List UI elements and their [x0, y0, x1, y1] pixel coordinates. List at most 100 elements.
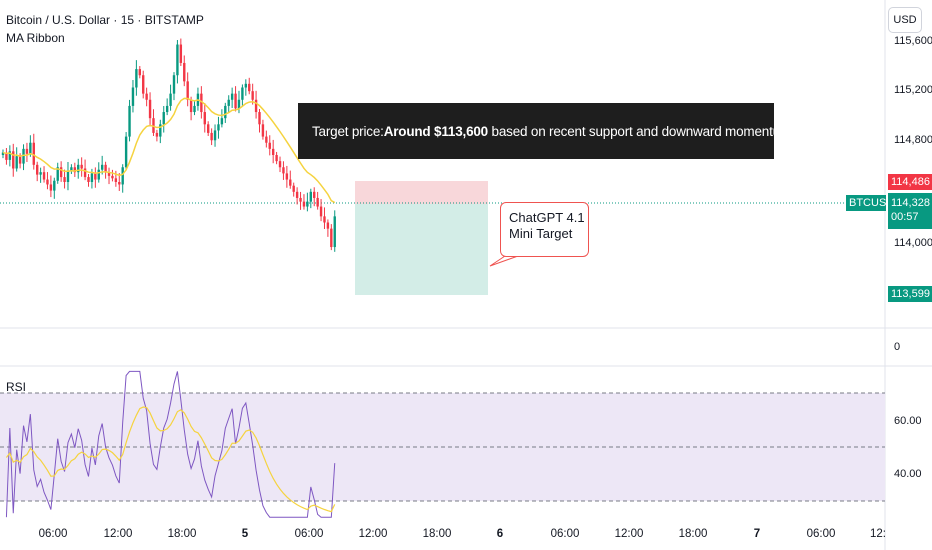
candle-body: [217, 124, 220, 131]
time-label: 7: [753, 528, 761, 540]
candle-body: [39, 172, 42, 175]
currency-button[interactable]: USD: [888, 7, 922, 33]
price-label: 114,800: [894, 134, 932, 146]
candle-body: [261, 124, 265, 137]
rsi-label[interactable]: RSI: [6, 380, 27, 394]
candle-body: [36, 164, 39, 175]
candle-body: [162, 112, 165, 125]
candle-body: [179, 44, 183, 63]
candle-body: [254, 99, 258, 113]
candle-body: [131, 87, 135, 106]
rsi-axis-label: 40.00: [894, 468, 922, 480]
candle-body: [77, 164, 80, 173]
candle-body: [111, 175, 114, 179]
candlestick-series: [1, 38, 336, 252]
candle-body: [258, 112, 261, 125]
candle-body: [268, 142, 271, 149]
time-label: 5: [241, 528, 249, 540]
candle-body: [227, 99, 230, 106]
time-label: 06:00: [806, 528, 836, 540]
candle-body: [59, 167, 63, 178]
target-callout[interactable]: ChatGPT 4.1 Mini Target: [500, 202, 589, 257]
candle-body: [18, 156, 22, 164]
candle-body: [207, 124, 210, 133]
candle-body: [306, 201, 309, 207]
target-price-annotation[interactable]: Target price: Around $113,600 based on r…: [298, 103, 795, 159]
candle-body: [159, 124, 162, 137]
candle-body: [142, 75, 145, 94]
time-label: 18:00: [678, 528, 708, 540]
time-label: 12:00: [103, 528, 133, 540]
candle-body: [224, 105, 227, 119]
callout-line-2: Mini Target: [509, 226, 573, 241]
candle-body: [15, 156, 18, 169]
candle-body: [295, 191, 299, 198]
candle-body: [313, 191, 316, 198]
candle-body: [333, 216, 336, 248]
rsi-line: [5, 370, 336, 518]
candle-body: [29, 142, 32, 154]
time-label: 6: [496, 528, 504, 540]
time-label: 18:00: [167, 528, 197, 540]
candle-body: [213, 130, 217, 141]
candle-body: [292, 185, 295, 192]
candle-body: [183, 62, 186, 82]
candle-body: [200, 93, 203, 113]
annotation-bold: Around $113,600: [383, 123, 489, 139]
candle-body: [94, 173, 97, 180]
candle-body: [32, 142, 35, 165]
price-label: 0: [894, 341, 901, 353]
candle-body: [316, 197, 319, 207]
candle-body: [80, 164, 83, 169]
candle-body: [148, 99, 152, 119]
candle-body: [193, 105, 196, 113]
last-price: 114,328: [891, 197, 930, 209]
symbol-title[interactable]: Bitcoin / U.S. Dollar · 15 · BITSTAMP: [6, 13, 204, 27]
candle-body: [22, 148, 25, 164]
candle-body: [241, 87, 244, 100]
indicator-label[interactable]: MA Ribbon: [6, 31, 65, 45]
candle-body: [165, 105, 169, 113]
candle-body: [128, 105, 131, 137]
candle-body: [282, 167, 285, 174]
target-price-tag: 113,599: [888, 286, 932, 302]
candle-body: [189, 99, 193, 113]
candle-body: [56, 167, 59, 181]
time-label: 18:00: [422, 528, 452, 540]
candle-body: [49, 184, 53, 191]
candle-body: [323, 216, 326, 223]
candle-body: [25, 148, 29, 154]
candle-body: [289, 179, 292, 186]
candle-body: [42, 172, 46, 180]
bubble-pointer: [489, 255, 519, 267]
candle-body: [104, 164, 107, 173]
candle-body: [83, 168, 87, 178]
candle-body: [230, 93, 234, 100]
callout-line-1: ChatGPT 4.1: [509, 210, 585, 225]
candle-body: [237, 99, 241, 109]
target-zone: [355, 204, 488, 295]
candle-body: [319, 206, 323, 217]
stop-price-tag: 114,486: [888, 174, 932, 190]
candle-body: [114, 178, 118, 182]
candle-body: [248, 83, 251, 92]
candle-body: [100, 164, 104, 170]
candle-body: [203, 112, 206, 125]
candle-body: [135, 69, 138, 88]
time-label: 12:00: [358, 528, 388, 540]
countdown: 00:57: [891, 211, 919, 223]
candle-body: [278, 161, 282, 168]
candle-body: [275, 155, 278, 162]
time-label: 06:00: [38, 528, 68, 540]
candle-body: [210, 132, 213, 141]
candle-body: [265, 136, 268, 143]
candle-body: [330, 228, 333, 248]
price-label: 115,200: [894, 84, 932, 96]
candle-body: [1, 152, 5, 155]
candle-body: [8, 151, 12, 160]
candle-body: [97, 169, 100, 180]
candle-body: [186, 81, 189, 100]
time-label: 12:00: [614, 528, 644, 540]
symbol-tag[interactable]: BTCUSD: [846, 195, 894, 211]
